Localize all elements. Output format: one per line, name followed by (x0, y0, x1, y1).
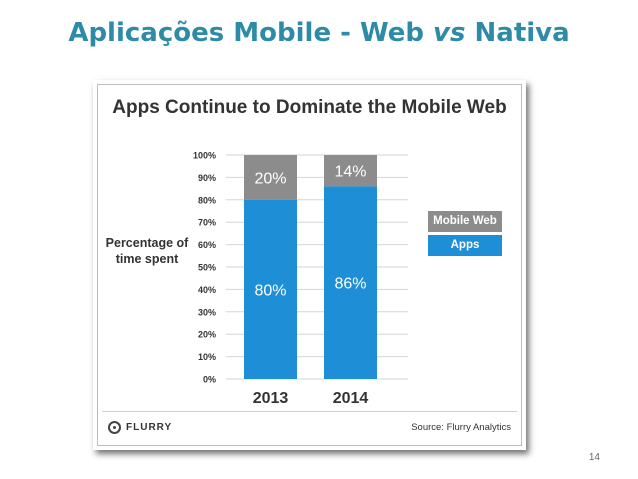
y-tick-label: 70% (198, 218, 216, 228)
chart-frame: Apps Continue to Dominate the Mobile Web… (97, 84, 522, 446)
chart-plot: 0% 10% 20% 30% 40% 50% 60% 70% 80% 90% 100% 80% 20% 2… (193, 151, 408, 407)
bar-apps-2014 (324, 186, 377, 379)
slide-title-part2: Nativa (465, 18, 570, 48)
y-tick-label: 90% (198, 173, 216, 183)
flurry-logo-text: FLURRY (126, 422, 173, 433)
data-label-apps-2014: 86% (334, 276, 366, 293)
chart-title: Apps Continue to Dominate the Mobile Web (112, 97, 507, 118)
data-label-mobile-web-2014: 14% (334, 164, 366, 181)
x-tick-label: 2014 (333, 390, 369, 407)
bar-mobile-web-2013 (244, 155, 297, 200)
footer-divider (102, 411, 517, 412)
data-label-apps-2013: 80% (254, 282, 286, 299)
legend-apps: Apps (428, 235, 502, 256)
legend: Mobile Web Apps (428, 211, 502, 259)
y-tick-label: 80% (198, 195, 216, 205)
y-tick-label: 20% (198, 330, 216, 340)
flurry-logo: FLURRY (108, 421, 172, 434)
x-tick-label: 2013 (253, 390, 289, 407)
slide-title: Aplicações Mobile - Web vs Nativa (0, 18, 638, 48)
y-tick-label: 10% (198, 352, 216, 362)
bar-mobile-web-2014 (324, 155, 377, 187)
source-note: Source: Flurry Analytics (411, 422, 511, 433)
slide-title-vs: vs (433, 18, 466, 48)
chart-panel: Apps Continue to Dominate the Mobile Web… (93, 80, 526, 450)
y-axis-label: Percentage of time spent (105, 236, 189, 266)
legend-mobile-web: Mobile Web (428, 211, 502, 232)
y-tick-label: 50% (198, 263, 216, 273)
y-tick-label: 100% (193, 151, 216, 161)
y-tick-label: 60% (198, 240, 216, 250)
slide-title-part1: Aplicações Mobile - Web (68, 18, 434, 48)
slide-number: 14 (588, 452, 600, 463)
y-tick-label: 40% (198, 285, 216, 295)
flurry-logo-icon (108, 421, 121, 434)
y-tick-label: 30% (198, 307, 216, 317)
bar-apps-2013 (244, 199, 297, 379)
data-label-mobile-web-2013: 20% (254, 170, 286, 187)
y-tick-label: 0% (203, 375, 216, 385)
